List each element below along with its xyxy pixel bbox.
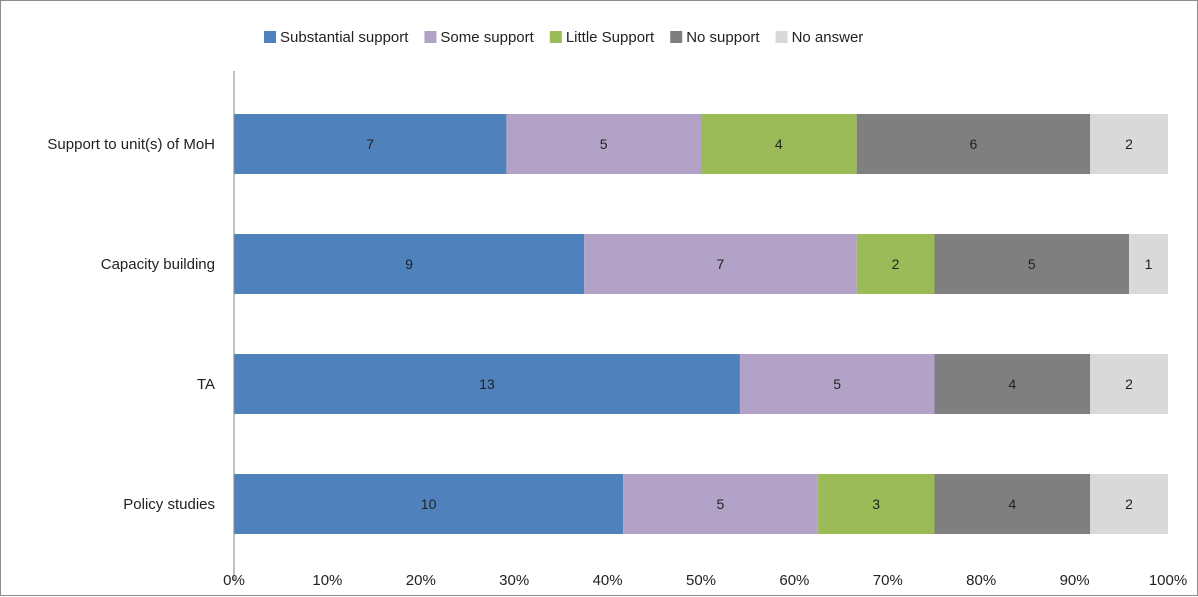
bar-segment-no-answer: [1090, 354, 1168, 414]
bar-segment-substantial-support: [234, 234, 585, 294]
bar-segment-no-answer: [1129, 234, 1168, 294]
legend-label-some-support: Some support: [440, 29, 534, 46]
bar-segment-no-support: [856, 114, 1091, 174]
legend-swatch-substantial-support: [264, 31, 276, 43]
data-label: 5: [833, 376, 841, 392]
bar-segment-substantial-support: [234, 354, 740, 414]
category-label-policy-studies: Policy studies: [123, 496, 215, 513]
legend-label-no-answer: No answer: [792, 29, 864, 46]
data-label: 2: [892, 256, 900, 272]
x-tick-label: 80%: [966, 572, 996, 589]
x-tick-label: 50%: [686, 572, 716, 589]
bar-segment-no-support: [934, 234, 1130, 294]
legend-label-no-support: No support: [686, 29, 760, 46]
x-tick-label: 40%: [593, 572, 623, 589]
bar-segment-substantial-support: [234, 114, 507, 174]
data-label: 5: [600, 136, 608, 152]
legend-swatch-little-support: [549, 31, 562, 43]
x-tick-label: 20%: [406, 572, 436, 589]
bar-segment-some-support: [584, 234, 857, 294]
bar-segment-little-support: [701, 114, 857, 174]
x-tick-label: 100%: [1149, 572, 1187, 589]
data-label: 1: [1145, 256, 1153, 272]
legend-swatch-no-support: [670, 31, 683, 43]
category-label-support-to-unit-s-of-moh: Support to unit(s) of MoH: [47, 136, 215, 153]
bar-segment-no-support: [934, 474, 1091, 534]
bar-segment-some-support: [739, 354, 935, 414]
legend-swatch-some-support: [424, 31, 437, 43]
data-label: 9: [405, 256, 413, 272]
data-label: 3: [872, 496, 880, 512]
data-label: 5: [1028, 256, 1036, 272]
data-label: 6: [970, 136, 978, 152]
data-label: 2: [1125, 136, 1133, 152]
x-tick-label: 10%: [312, 572, 342, 589]
data-label: 7: [717, 256, 725, 272]
bar-segment-little-support: [817, 474, 935, 534]
legend-label-substantial-support: Substantial support: [280, 29, 409, 46]
data-label: 4: [1008, 496, 1016, 512]
data-label: 7: [366, 136, 374, 152]
x-tick-label: 90%: [1060, 572, 1090, 589]
data-label: 4: [775, 136, 783, 152]
data-label: 13: [479, 376, 495, 392]
x-tick-label: 0%: [223, 572, 245, 589]
bar-segment-substantial-support: [234, 474, 624, 534]
bar-segment-little-support: [856, 234, 935, 294]
legend-swatch-no-answer: [775, 31, 788, 43]
bar-segment-some-support: [623, 474, 818, 534]
x-tick-label: 60%: [779, 572, 809, 589]
data-label: 2: [1125, 376, 1133, 392]
data-label: 2: [1125, 496, 1133, 512]
bar-segment-no-support: [934, 354, 1091, 414]
x-tick-label: 30%: [499, 572, 529, 589]
bar-segment-some-support: [506, 114, 701, 174]
legend-label-little-support: Little Support: [566, 29, 655, 46]
category-label-capacity-building: Capacity building: [101, 256, 215, 273]
data-label: 5: [717, 496, 725, 512]
data-label: 10: [421, 496, 437, 512]
bar-segment-no-answer: [1090, 114, 1168, 174]
x-tick-label: 70%: [873, 572, 903, 589]
category-label-ta: TA: [197, 376, 215, 393]
bar-segment-no-answer: [1090, 474, 1168, 534]
data-label: 4: [1008, 376, 1016, 392]
